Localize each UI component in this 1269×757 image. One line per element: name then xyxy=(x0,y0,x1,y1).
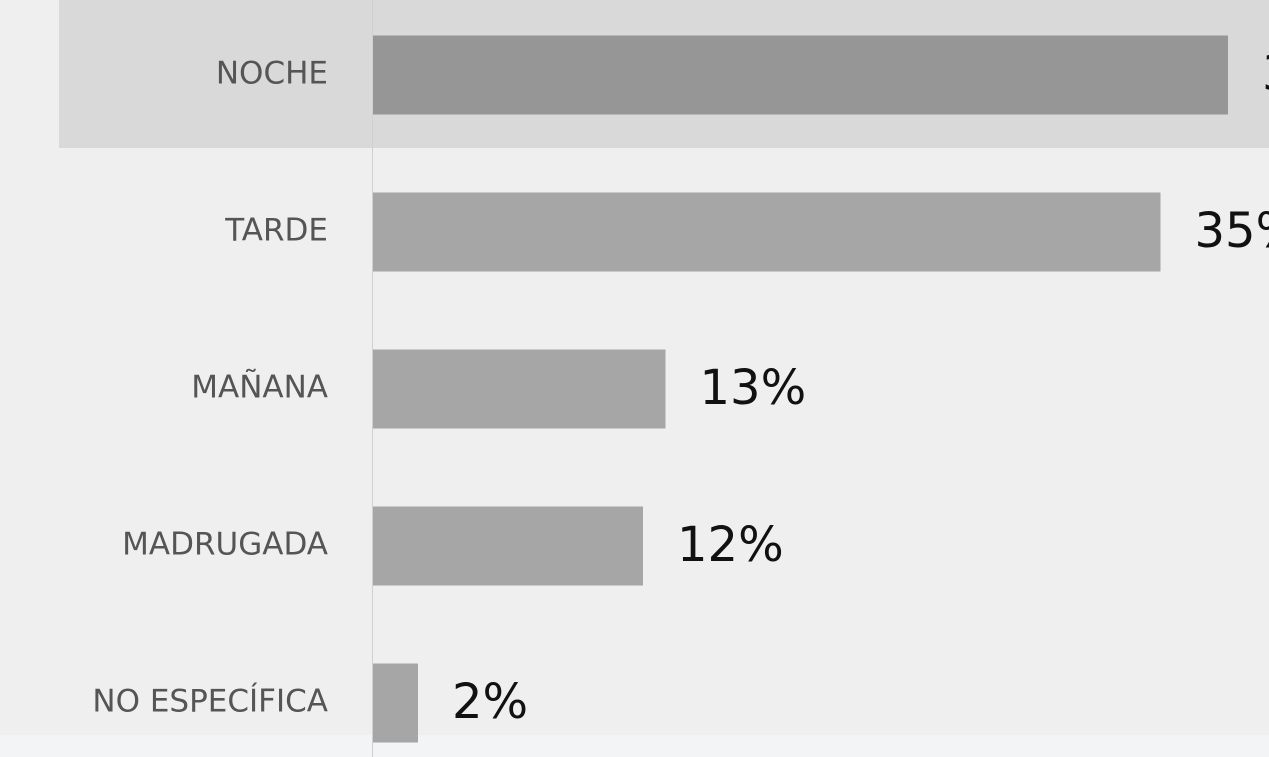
category-label: MAÑANA xyxy=(191,370,328,406)
value-label: 12% xyxy=(677,517,784,573)
value-label: 38% xyxy=(1262,46,1269,102)
category-label: TARDE xyxy=(224,213,328,249)
category-label: MADRUGADA xyxy=(122,527,328,563)
footer-strip xyxy=(0,735,1269,757)
category-label: NOCHE xyxy=(216,56,328,92)
bar xyxy=(373,349,666,429)
category-label: NO ESPECÍFICA xyxy=(92,684,328,720)
bar xyxy=(373,506,643,586)
bar xyxy=(373,663,418,743)
value-label: 2% xyxy=(452,674,528,730)
value-label: 13% xyxy=(700,360,807,416)
value-label: 35% xyxy=(1195,203,1269,259)
bar xyxy=(373,192,1161,272)
bar xyxy=(373,35,1228,115)
